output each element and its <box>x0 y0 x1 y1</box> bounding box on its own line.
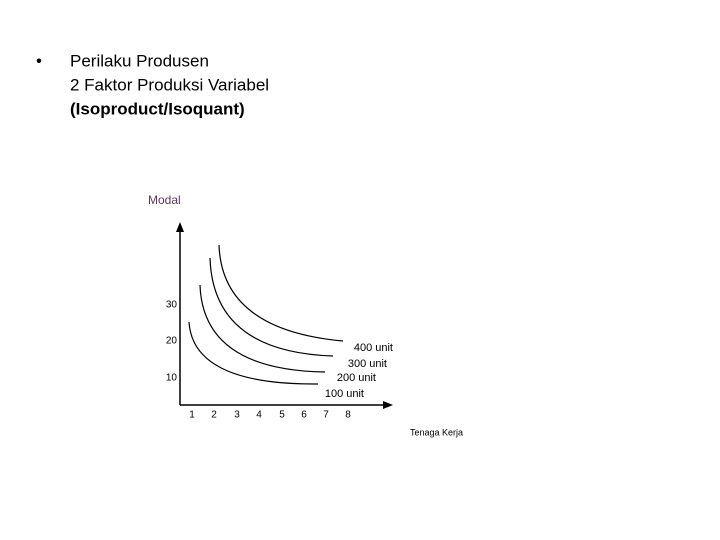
y-axis-label: Modal <box>148 193 181 207</box>
x-tick-label: 4 <box>256 410 262 421</box>
y-tick-label: 30 <box>166 300 178 311</box>
x-tick-label: 7 <box>323 410 329 421</box>
bullet-line: Perilaku Produsen <box>70 51 209 70</box>
y-tick-label: 20 <box>166 336 178 347</box>
curve-label: 300 unit <box>348 358 387 370</box>
x-tick-label: 3 <box>234 410 240 421</box>
curve-label: 100 unit <box>325 388 364 400</box>
isoquant-diagram: Modal 30 20 10 1 2 3 4 5 6 7 8 Tenaga Ke… <box>148 193 463 437</box>
x-tick-label: 5 <box>279 410 285 421</box>
isoquant-curve <box>209 257 334 357</box>
isoquant-curve <box>199 284 326 373</box>
bullet-line: (Isoproduct/Isoquant) <box>70 99 245 118</box>
y-tick-label: 10 <box>166 373 178 384</box>
bullet-line: 2 Faktor Produksi Variabel <box>70 75 269 94</box>
isoquant-curve <box>218 244 344 342</box>
y-arrow <box>176 222 184 232</box>
x-tick-label: 6 <box>301 410 307 421</box>
x-arrow <box>383 401 393 409</box>
x-tick-label: 1 <box>189 410 195 421</box>
x-tick-label: 2 <box>211 410 217 421</box>
isoquant-curve <box>188 321 319 385</box>
curve-label: 200 unit <box>337 372 376 384</box>
x-tick-label: 8 <box>345 410 351 421</box>
x-axis-label: Tenaga Kerja <box>410 427 463 437</box>
curve-label: 400 unit <box>354 342 393 354</box>
bullet: • <box>36 51 42 70</box>
